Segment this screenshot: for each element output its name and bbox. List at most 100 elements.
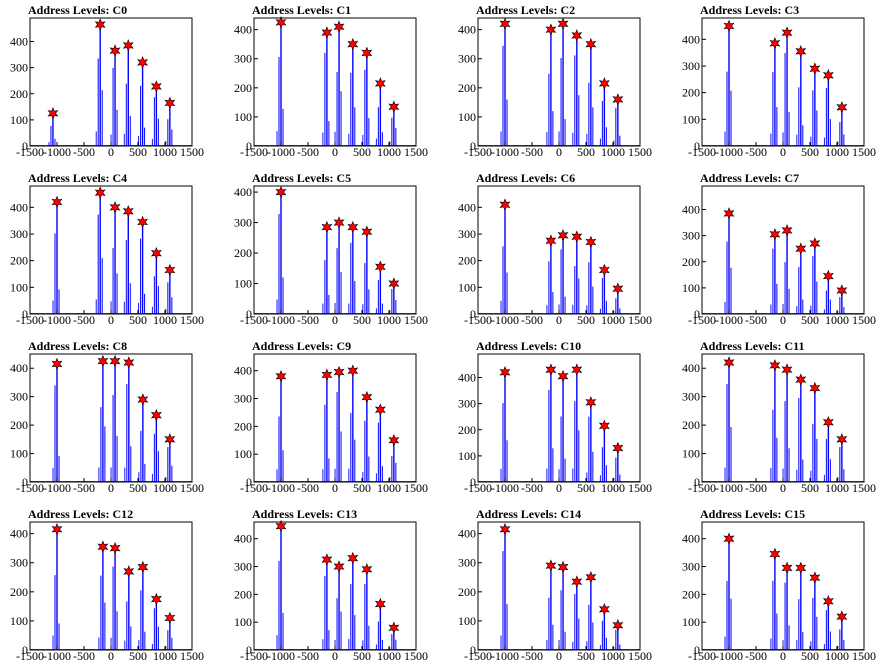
x-tick-label: -500 <box>521 649 543 663</box>
histogram-panel: Address Levels: C14 0 100 200 300 400 -1500 -10… <box>448 504 672 672</box>
star-icon <box>361 562 373 576</box>
star-icon <box>809 237 821 250</box>
y-tick-label: 100 <box>234 277 252 291</box>
histogram-svg: Address Levels: C0 0 100 200 300 400 -1500 -100… <box>10 3 204 159</box>
y-tick-label: 200 <box>234 419 252 433</box>
star-icon <box>123 565 135 578</box>
star-icon <box>164 96 176 110</box>
star-icon <box>809 571 821 584</box>
x-tick-label: 1500 <box>180 649 204 663</box>
star-icon <box>809 381 821 395</box>
histogram-panel: Address Levels: C9 0 100 200 300 400 -1500 -100… <box>224 336 448 504</box>
histogram-panel: Address Levels: C7 0 100 200 300 400 -1500 -100… <box>672 168 896 336</box>
star-icon <box>836 101 848 114</box>
y-tick-label: 100 <box>234 447 252 461</box>
star-icon <box>795 561 807 575</box>
x-tick-label: 1500 <box>852 145 876 159</box>
x-tick-label: -1000 <box>267 313 295 327</box>
star-icon <box>585 235 597 249</box>
x-tick-label: -1500 <box>16 145 44 159</box>
y-tick-label: 200 <box>458 254 476 268</box>
histogram-svg: Address Levels: C13 0 100 200 300 400 -1500 -10… <box>234 507 428 663</box>
y-tick-label: 200 <box>234 81 252 95</box>
x-tick-label: 500 <box>577 313 595 327</box>
x-tick-label: -1000 <box>267 649 295 663</box>
chart-title: Address Levels: C4 <box>28 171 127 185</box>
x-tick-label: -500 <box>73 313 95 327</box>
x-tick-label: 1000 <box>601 649 625 663</box>
histogram-panel: Address Levels: C3 0 100 200 300 400 -1500 -100… <box>672 0 896 168</box>
x-tick-label: 1000 <box>377 649 401 663</box>
star-icon <box>545 363 557 376</box>
star-icon <box>164 263 176 277</box>
x-tick-label: -500 <box>73 145 95 159</box>
y-tick-label: 300 <box>10 390 28 404</box>
histogram-svg: Address Levels: C4 0 100 200 300 400 -1500 -100… <box>10 171 204 327</box>
x-tick-label: 1000 <box>153 649 177 663</box>
star-icon <box>612 93 624 106</box>
x-tick-label: 1000 <box>825 313 849 327</box>
plot-frame <box>701 185 865 315</box>
star-icon <box>781 561 793 575</box>
star-icon <box>836 610 848 623</box>
x-tick-label: -1000 <box>491 313 519 327</box>
y-tick-label: 0 <box>694 307 700 321</box>
star-icon <box>347 364 359 378</box>
x-tick-label: 500 <box>801 481 819 495</box>
x-tick-label: 0 <box>780 313 786 327</box>
star-icon <box>545 559 557 572</box>
x-tick-label: 1000 <box>601 145 625 159</box>
x-tick-label: 0 <box>780 145 786 159</box>
star-icon <box>374 403 386 416</box>
star-icon <box>557 229 569 242</box>
histogram-panel: Address Levels: C11 0 100 200 300 400 -1500 -10… <box>672 336 896 504</box>
histogram-panel: Address Levels: C10 0 100 200 300 400 -1500 -10… <box>448 336 672 504</box>
x-tick-label: -1500 <box>688 145 716 159</box>
y-tick-label: 200 <box>10 254 28 268</box>
chart-title: Address Levels: C7 <box>700 171 799 185</box>
histogram-panel: Address Levels: C2 0 100 200 300 400 -1500 -100… <box>448 0 672 168</box>
y-tick-label: 100 <box>234 615 252 629</box>
chart-title: Address Levels: C2 <box>476 3 575 17</box>
star-icon <box>361 225 373 239</box>
chart-title: Address Levels: C6 <box>476 171 575 185</box>
histogram-svg: Address Levels: C2 0 100 200 300 400 -1500 -100… <box>458 3 652 159</box>
x-tick-label: 0 <box>332 313 338 327</box>
histogram-svg: Address Levels: C5 0 100 200 300 400 -1500 -100… <box>234 171 428 327</box>
x-tick-label: -1500 <box>464 145 492 159</box>
star-icon <box>545 23 557 36</box>
y-tick-label: 300 <box>458 397 476 411</box>
star-icon <box>822 269 834 283</box>
y-tick-label: 200 <box>458 585 476 599</box>
y-tick-label: 100 <box>458 614 476 628</box>
chart-title: Address Levels: C9 <box>252 339 351 353</box>
y-tick-label: 300 <box>682 229 700 243</box>
star-icon <box>781 26 793 39</box>
y-tick-label: 400 <box>10 35 28 49</box>
star-icon <box>275 519 287 533</box>
y-tick-label: 100 <box>10 280 28 294</box>
x-tick-label: -1500 <box>464 649 492 663</box>
x-tick-label: 0 <box>108 313 114 327</box>
x-tick-label: -500 <box>297 145 319 159</box>
y-tick-label: 200 <box>682 587 700 601</box>
y-tick-label: 400 <box>234 23 252 37</box>
x-tick-label: 500 <box>353 145 371 159</box>
y-tick-label: 0 <box>470 139 476 153</box>
star-icon <box>781 363 793 376</box>
histogram-panel: Address Levels: C6 0 100 200 300 400 -1500 -100… <box>448 168 672 336</box>
x-tick-label: 1500 <box>404 649 428 663</box>
star-icon <box>137 215 149 229</box>
star-icon <box>388 621 400 635</box>
star-icon <box>97 354 109 368</box>
x-tick-label: 1000 <box>377 313 401 327</box>
star-icon <box>97 540 109 554</box>
y-tick-label: 0 <box>470 307 476 321</box>
x-tick-label: 500 <box>129 649 147 663</box>
x-tick-label: -500 <box>745 313 767 327</box>
x-tick-label: -1000 <box>43 313 71 327</box>
y-tick-label: 0 <box>22 139 28 153</box>
y-tick-label: 300 <box>234 216 252 230</box>
star-icon <box>723 19 735 33</box>
